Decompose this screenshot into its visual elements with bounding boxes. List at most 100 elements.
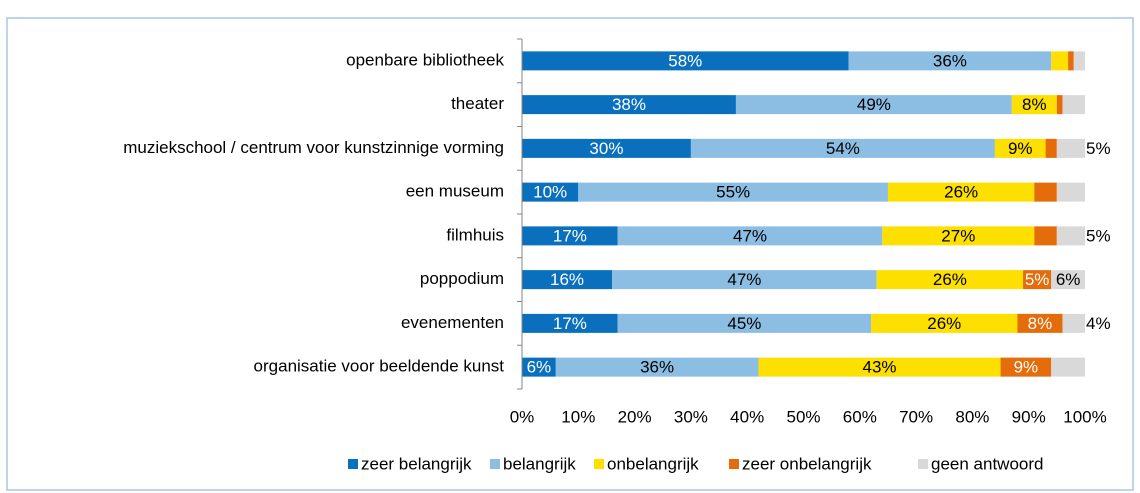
y-tick-label: openbare bibliotheek: [346, 50, 504, 69]
bar-segment: [848, 51, 1052, 71]
bar-segment: [1000, 357, 1052, 377]
value-label: 9%: [1008, 139, 1033, 158]
bar-segment: [871, 313, 1018, 333]
bar-segment: [612, 270, 877, 290]
bar-segment: [1073, 51, 1085, 71]
value-label: 47%: [727, 270, 761, 289]
bar-segment: [1011, 95, 1057, 115]
bar-segment: [1023, 270, 1052, 290]
bar-segment: [1051, 357, 1085, 377]
y-tick-label: poppodium: [420, 269, 504, 288]
bar-segment: [1045, 138, 1057, 158]
value-label: 8%: [1022, 95, 1047, 114]
y-tick-label: organisatie voor beeldende kunst: [254, 357, 505, 376]
bar-segment: [617, 313, 872, 333]
y-tick-label: een museum: [406, 182, 504, 201]
x-tick-label: 60%: [843, 407, 877, 426]
value-label: 8%: [1028, 314, 1053, 333]
bar-segment: [522, 138, 691, 158]
bar-segment: [522, 313, 618, 333]
value-label: 55%: [716, 183, 750, 202]
legend-label: onbelangrijk: [607, 454, 699, 473]
value-label: 26%: [927, 314, 961, 333]
bar-segment: [522, 270, 613, 290]
value-label: 4%: [1086, 314, 1111, 333]
legend-swatch: [918, 459, 928, 469]
x-tick-label: 0%: [510, 407, 535, 426]
value-label: 17%: [553, 226, 587, 245]
y-tick-label: filmhuis: [446, 225, 504, 244]
value-label: 58%: [668, 51, 702, 70]
x-tick-label: 50%: [786, 407, 820, 426]
x-tick-label: 70%: [899, 407, 933, 426]
legend-label: zeer onbelangrijk: [742, 454, 872, 473]
bar-segment: [522, 226, 618, 246]
bar-segment: [1017, 313, 1063, 333]
value-label: 5%: [1086, 139, 1111, 158]
bar-segment: [1062, 95, 1085, 115]
legend-label: zeer belangrijk: [361, 454, 472, 473]
value-label: 36%: [933, 51, 967, 70]
bar-segment: [1034, 182, 1057, 202]
bar-segment: [690, 138, 995, 158]
bar-segment: [1051, 270, 1085, 290]
legend-swatch: [490, 459, 500, 469]
value-label: 9%: [1014, 358, 1039, 377]
bar-segment: [1056, 182, 1085, 202]
bar-segment: [758, 357, 1001, 377]
bar-segment: [1056, 138, 1085, 158]
value-label: 26%: [944, 183, 978, 202]
x-tick-label: 90%: [1012, 407, 1046, 426]
legend-swatch: [729, 459, 739, 469]
y-tick-label: theater: [451, 94, 504, 113]
x-tick-label: 80%: [955, 407, 989, 426]
value-label: 6%: [527, 358, 552, 377]
bar-segment: [882, 226, 1035, 246]
x-tick-label: 20%: [618, 407, 652, 426]
bar-segment: [522, 357, 556, 377]
legend-swatch: [348, 459, 358, 469]
value-label: 38%: [612, 95, 646, 114]
x-tick-label: 40%: [730, 407, 764, 426]
x-tick-label: 30%: [674, 407, 708, 426]
x-tick-label: 10%: [561, 407, 595, 426]
bar-segment: [1068, 51, 1074, 71]
value-label: 16%: [550, 270, 584, 289]
legend-label: geen antwoord: [931, 454, 1043, 473]
x-tick-label: 100%: [1063, 407, 1106, 426]
bar-segment: [578, 182, 888, 202]
value-label: 36%: [640, 358, 674, 377]
bar-segment: [1056, 95, 1063, 115]
legend-swatch: [594, 459, 604, 469]
bar-segment: [1051, 51, 1069, 71]
legend-label: belangrijk: [503, 454, 576, 473]
value-label: 17%: [553, 314, 587, 333]
value-label: 10%: [533, 183, 567, 202]
bar-segment: [555, 357, 759, 377]
bar-segment: [994, 138, 1046, 158]
value-label: 5%: [1025, 270, 1050, 289]
value-label: 5%: [1086, 226, 1111, 245]
bar-segment: [522, 95, 736, 115]
bar-segment: [1056, 226, 1085, 246]
bar-segment: [522, 51, 849, 71]
bar-segment: [887, 182, 1035, 202]
bar-segment: [876, 270, 1024, 290]
bar-segment: [735, 95, 1012, 115]
bar-segment: [1034, 226, 1057, 246]
y-tick-label: evenementen: [401, 313, 504, 332]
value-label: 6%: [1056, 270, 1081, 289]
value-label: 43%: [862, 358, 896, 377]
value-label: 49%: [857, 95, 891, 114]
bar-segment: [617, 226, 883, 246]
bar-segment: [522, 182, 579, 202]
value-label: 26%: [933, 270, 967, 289]
bar-segment: [1062, 313, 1085, 333]
y-tick-label: muziekschool / centrum voor kunstzinnige…: [123, 138, 504, 157]
value-label: 27%: [941, 226, 975, 245]
value-label: 47%: [733, 226, 767, 245]
value-label: 54%: [826, 139, 860, 158]
value-label: 30%: [589, 139, 623, 158]
value-label: 45%: [727, 314, 761, 333]
